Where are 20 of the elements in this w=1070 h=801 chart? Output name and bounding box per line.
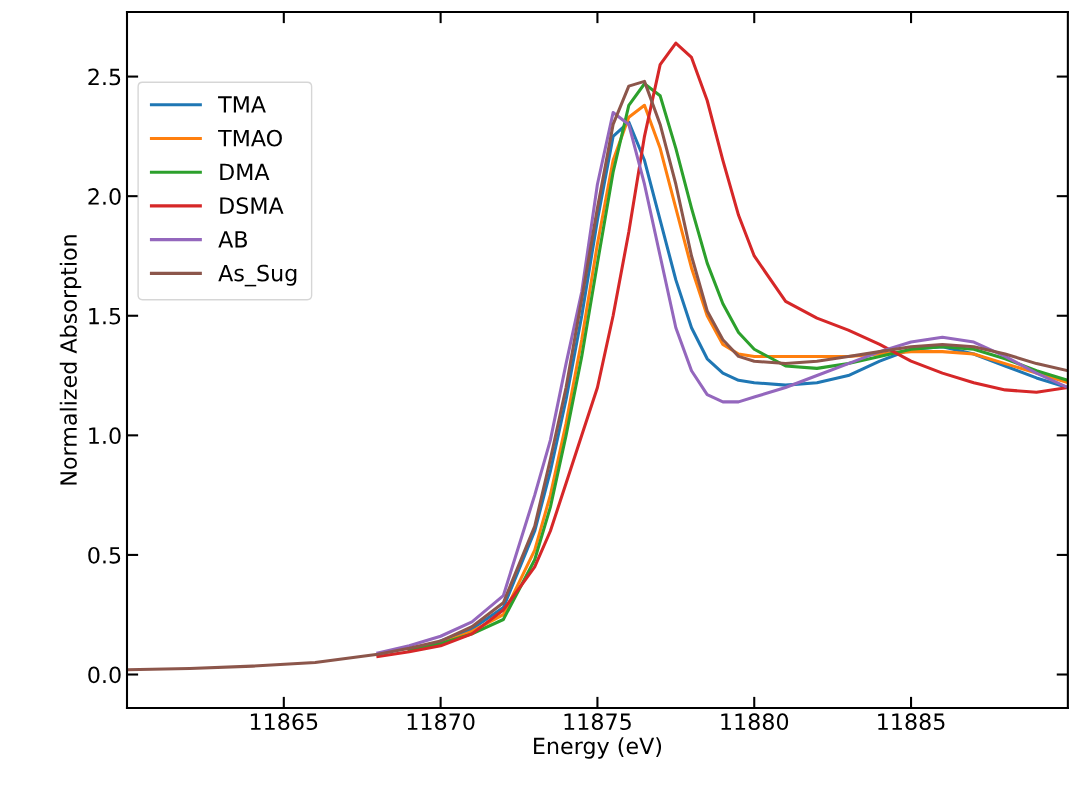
legend-label: DSMA — [220, 197, 284, 214]
x-tick-label: 11885 — [878, 713, 945, 731]
y-tick-label: 2.5 — [88, 68, 121, 86]
x-tick-label: 11875 — [564, 713, 631, 731]
y-tick-label: 0.0 — [88, 666, 121, 684]
legend-label: AB — [218, 231, 247, 248]
x-tick-label: 11865 — [250, 713, 318, 731]
y-tick-label: 2.0 — [88, 188, 121, 205]
y-tick-label: 0.5 — [88, 546, 121, 564]
legend-label: TMA — [218, 96, 266, 113]
legend-label: TMAO — [218, 129, 282, 147]
legend-label: DMA — [220, 163, 270, 180]
x-tick-label: 11880 — [721, 713, 789, 731]
y-tick-label: 1.5 — [89, 307, 121, 325]
line-series — [127, 79, 1068, 672]
x-tick-label: 11870 — [407, 713, 475, 731]
legend-label: As_Sug — [218, 264, 297, 287]
y-axis-title: Normalized Absorption — [59, 235, 82, 485]
y-tick-label: 1.0 — [89, 427, 121, 445]
x-axis-title: Energy (eV) — [534, 737, 662, 759]
